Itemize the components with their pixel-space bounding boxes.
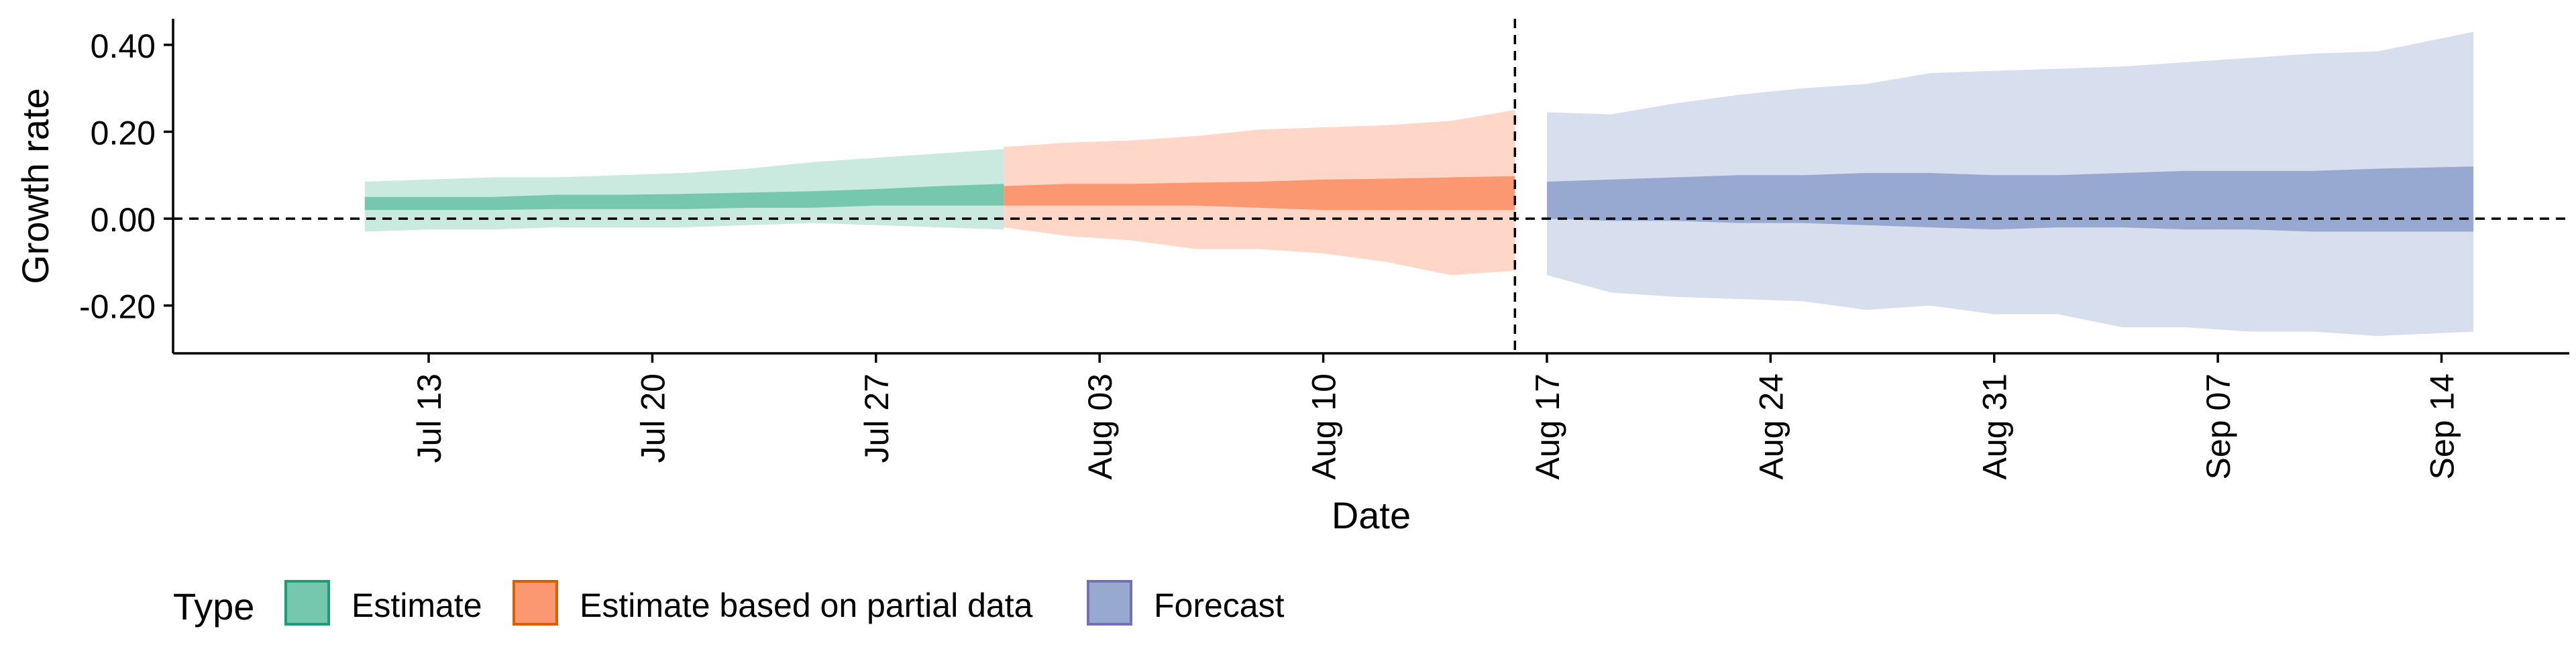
x-tick-label: Aug 31 — [1976, 373, 2014, 479]
x-tick-label: Aug 10 — [1305, 373, 1343, 479]
reference-lines — [173, 19, 2569, 353]
series-2-band-50 — [1546, 166, 2474, 232]
x-tick-label: Aug 24 — [1752, 373, 1790, 479]
x-tick-label: Sep 07 — [2200, 373, 2237, 479]
x-tick-label: Aug 17 — [1529, 373, 1566, 479]
legend-label-1: Estimate based on partial data — [580, 587, 1033, 624]
legend-key-2 — [1087, 580, 1132, 626]
series-0-band-50 — [364, 184, 1004, 211]
legend-label-2: Forecast — [1154, 587, 1285, 624]
series-1-band-50 — [1004, 176, 1515, 211]
x-axis-label: Date — [1332, 494, 1411, 536]
y-tick-label: 0.40 — [91, 27, 156, 65]
series-0-band-90 — [364, 149, 1004, 232]
x-tick-label: Jul 20 — [634, 373, 672, 463]
x-tick-label: Jul 27 — [858, 373, 896, 463]
x-tick-label: Sep 14 — [2423, 373, 2461, 479]
legend-label-0: Estimate — [352, 587, 482, 624]
legend-key-0 — [284, 580, 330, 626]
y-ticks: -0.20 0.00 0.20 0.40 — [79, 27, 173, 326]
y-tick-label: 0.20 — [91, 114, 156, 152]
legend: Type Estimate Estimate based on partial d… — [173, 580, 1285, 628]
x-ticks: Jul 13 Jul 20 Jul 27 Aug 03 Aug 10 Aug 17 Aug … — [411, 353, 2461, 479]
bands-layer — [364, 32, 2474, 337]
legend-title: Type — [173, 585, 254, 628]
axes: -0.20 0.00 0.20 0.40 Jul 13 Jul 20 Jul 27 Aug … — [79, 19, 2569, 479]
legend-key-1 — [513, 580, 558, 626]
y-tick-label: 0.00 — [91, 201, 156, 239]
y-axis-label: Growth rate — [14, 88, 56, 284]
x-tick-label: Aug 03 — [1081, 373, 1119, 479]
y-tick-label: -0.20 — [79, 288, 156, 326]
x-tick-label: Jul 13 — [411, 373, 448, 463]
